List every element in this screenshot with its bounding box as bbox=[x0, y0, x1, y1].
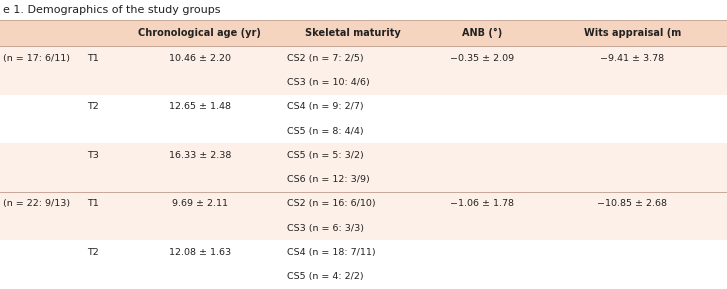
Text: −0.35 ± 2.09: −0.35 ± 2.09 bbox=[449, 54, 514, 63]
Text: CS4 (n = 18: 7/11): CS4 (n = 18: 7/11) bbox=[287, 248, 376, 257]
Bar bbox=[0, 240, 727, 265]
Bar bbox=[0, 20, 727, 46]
Text: 16.33 ± 2.38: 16.33 ± 2.38 bbox=[169, 151, 231, 160]
Text: CS6 (n = 12: 3/9): CS6 (n = 12: 3/9) bbox=[287, 175, 370, 184]
Text: −1.06 ± 1.78: −1.06 ± 1.78 bbox=[449, 199, 514, 208]
Text: Wits appraisal (m: Wits appraisal (m bbox=[584, 28, 681, 38]
Bar bbox=[0, 265, 727, 289]
Bar bbox=[0, 46, 727, 70]
Bar bbox=[0, 216, 727, 240]
Bar bbox=[0, 168, 727, 192]
Text: T3: T3 bbox=[87, 151, 99, 160]
Bar bbox=[0, 143, 727, 168]
Text: T1: T1 bbox=[87, 54, 99, 63]
Text: CS5 (n = 4: 2/2): CS5 (n = 4: 2/2) bbox=[287, 272, 364, 281]
Text: CS2 (n = 16: 6/10): CS2 (n = 16: 6/10) bbox=[287, 199, 376, 208]
Bar bbox=[0, 119, 727, 143]
Text: 12.65 ± 1.48: 12.65 ± 1.48 bbox=[169, 102, 231, 111]
Bar bbox=[0, 192, 727, 216]
Text: CS2 (n = 7: 2/5): CS2 (n = 7: 2/5) bbox=[287, 54, 364, 63]
Bar bbox=[0, 70, 727, 95]
Text: CS4 (n = 9: 2/7): CS4 (n = 9: 2/7) bbox=[287, 102, 364, 111]
Text: 9.69 ± 2.11: 9.69 ± 2.11 bbox=[172, 199, 228, 208]
Bar bbox=[0, 95, 727, 119]
Text: Chronological age (yr): Chronological age (yr) bbox=[138, 28, 262, 38]
Text: (n = 22: 9/13): (n = 22: 9/13) bbox=[3, 199, 70, 208]
Text: (n = 17: 6/11): (n = 17: 6/11) bbox=[3, 54, 70, 63]
Text: CS5 (n = 5: 3/2): CS5 (n = 5: 3/2) bbox=[287, 151, 364, 160]
Text: ANB (°): ANB (°) bbox=[462, 28, 502, 38]
Text: Skeletal maturity: Skeletal maturity bbox=[305, 28, 401, 38]
Text: CS3 (n = 6: 3/3): CS3 (n = 6: 3/3) bbox=[287, 224, 364, 233]
Text: T1: T1 bbox=[87, 199, 99, 208]
Text: −10.85 ± 2.68: −10.85 ± 2.68 bbox=[598, 199, 667, 208]
Text: 12.08 ± 1.63: 12.08 ± 1.63 bbox=[169, 248, 231, 257]
Text: CS5 (n = 8: 4/4): CS5 (n = 8: 4/4) bbox=[287, 127, 364, 136]
Text: 10.46 ± 2.20: 10.46 ± 2.20 bbox=[169, 54, 231, 63]
Text: e 1. Demographics of the study groups: e 1. Demographics of the study groups bbox=[3, 5, 220, 15]
Text: T2: T2 bbox=[87, 248, 99, 257]
Text: −9.41 ± 3.78: −9.41 ± 3.78 bbox=[601, 54, 664, 63]
Text: CS3 (n = 10: 4/6): CS3 (n = 10: 4/6) bbox=[287, 78, 370, 87]
Text: T2: T2 bbox=[87, 102, 99, 111]
